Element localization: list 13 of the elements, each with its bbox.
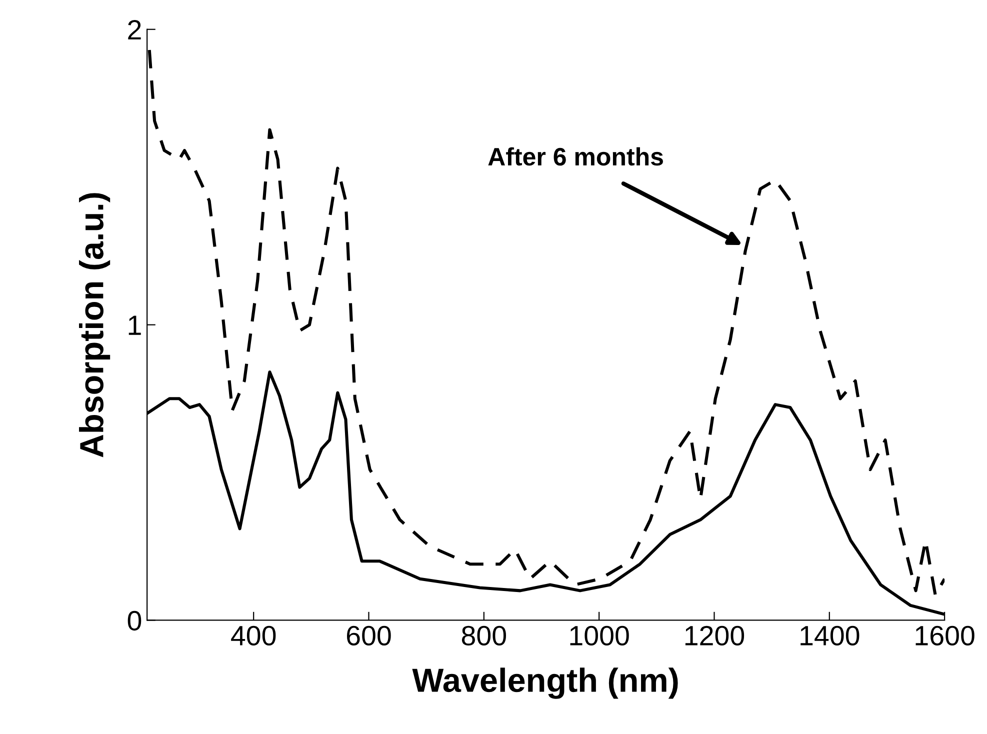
y-tick-label: 1: [128, 316, 141, 335]
x-tick-label: 1600: [916, 626, 974, 646]
y-axis-title: Absorption (a.u.): [79, 193, 110, 458]
x-tick-label: 1000: [570, 626, 629, 646]
y-tick-label: 2: [128, 20, 141, 40]
x-tick-label: 400: [231, 626, 276, 646]
annotation: After 6 months: [488, 147, 663, 166]
x-tick-label: 1200: [685, 626, 744, 646]
x-axis-title: Wavelength (nm): [412, 668, 678, 699]
x-tick-label: 600: [346, 626, 391, 646]
x-tick-label: 1400: [800, 626, 860, 646]
y-tick-label: 0: [128, 610, 142, 631]
x-tick-label: 800: [462, 626, 506, 646]
